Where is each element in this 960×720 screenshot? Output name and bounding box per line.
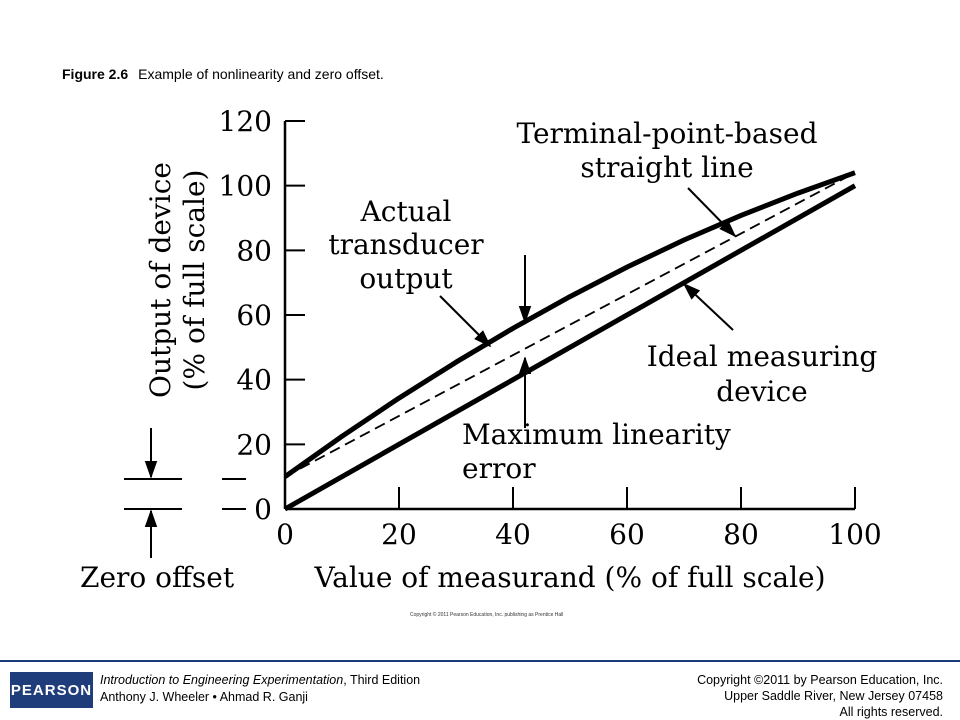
small-copyright-notice: Copyright © 2011 Pearson Education, Inc.… [410, 612, 564, 618]
y-tick-label: 80 [236, 234, 272, 267]
zero-offset-label: Zero offset [80, 561, 235, 594]
max-linearity-error-label-1: Maximum linearity [462, 418, 731, 451]
y-tick-label: 40 [236, 364, 272, 397]
series-ideal-measuring-device [283, 183, 857, 512]
y-tick-label: 60 [236, 299, 272, 332]
actual-output-label-3: output [359, 262, 453, 295]
copyright-line-3: All rights reserved. [839, 705, 943, 719]
actual-output-label-2: transducer [328, 228, 484, 261]
x-tick-label: 0 [276, 518, 294, 551]
max-linearity-error-label-2: error [462, 452, 536, 485]
ideal-device-arrow [682, 282, 734, 331]
y-axis-title-line-1: Output of device [144, 162, 177, 398]
actual-output-arrow [439, 295, 492, 348]
ideal-device-label-2: device [716, 375, 808, 408]
pearson-logo: PEARSON [10, 672, 93, 708]
series-terminal-point-based-straight-line [284, 171, 856, 478]
x-tick-label: 60 [609, 518, 645, 551]
x-axis-title: Value of measurand (% of full scale) [313, 561, 825, 594]
terminal-line-arrow [687, 187, 737, 238]
series-actual-transducer-output [283, 170, 856, 479]
x-tick-label: 20 [381, 518, 417, 551]
book-info: Introduction to Engineering Experimentat… [100, 672, 420, 706]
copyright-block: Copyright ©2011 by Pearson Education, In… [697, 672, 943, 720]
ideal-device-label-1: Ideal measuring [647, 340, 878, 373]
y-tick-label: 100 [219, 170, 272, 203]
copyright-line-2: Upper Saddle River, New Jersey 07458 [724, 689, 943, 703]
book-edition: , Third Edition [343, 673, 421, 687]
y-axis-title-line-2: (% of full scale) [178, 170, 211, 391]
figure-caption: Figure 2.6 Example of nonlinearity and ze… [62, 66, 384, 82]
book-authors: Anthony J. Wheeler • Ahmad R. Ganji [100, 690, 308, 704]
terminal-line-label-1: Terminal-point-based [516, 117, 817, 150]
y-tick-label: 0 [254, 493, 272, 526]
x-tick-label: 40 [495, 518, 531, 551]
footer-divider [0, 660, 960, 662]
book-title-line: Introduction to Engineering Experimentat… [100, 672, 420, 689]
copyright-line-1: Copyright ©2011 by Pearson Education, In… [697, 673, 943, 687]
figure-caption-text: Example of nonlinearity and zero offset. [138, 66, 384, 82]
y-tick-label: 20 [236, 428, 272, 461]
x-tick-label: 80 [723, 518, 759, 551]
x-tick-label: 100 [828, 518, 881, 551]
nonlinearity-chart: 0 20 40 60 80 100 0 20 40 60 80 100 120 Value of meas… [80, 105, 882, 594]
terminal-line-label-2: straight line [580, 151, 753, 184]
actual-output-label-1: Actual [360, 195, 452, 228]
book-title: Introduction to Engineering Experimentat… [100, 673, 344, 687]
figure-number: Figure 2.6 [62, 66, 129, 82]
y-tick-label: 120 [219, 105, 272, 138]
